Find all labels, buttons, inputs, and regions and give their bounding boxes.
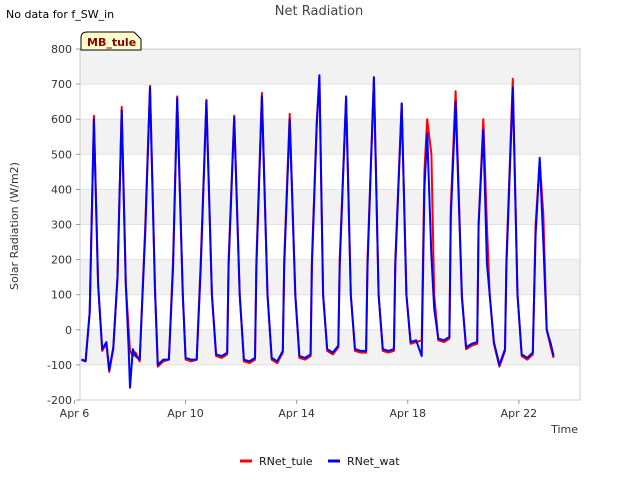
site-label: MB_tule xyxy=(87,36,136,49)
x-tick-label: Apr 22 xyxy=(501,407,538,420)
series-layer xyxy=(81,74,555,389)
x-tick-label: Apr 14 xyxy=(278,407,315,420)
plot-band xyxy=(80,259,580,295)
y-axis-ticks: -200 -100 0 100 200 300 400 500 600 700 800 xyxy=(47,43,80,407)
y-tick-label: 800 xyxy=(51,43,72,56)
legend-label: RNet_wat xyxy=(347,455,400,468)
y-tick-label: 200 xyxy=(51,254,72,267)
x-tick-label: Apr 10 xyxy=(167,407,204,420)
x-axis-ticks: Apr 6 Apr 10 Apr 14 Apr 18 Apr 22 xyxy=(60,400,537,420)
plot-band xyxy=(80,189,580,225)
site-label-box: MB_tule xyxy=(80,31,142,51)
y-tick-label: 700 xyxy=(51,78,72,91)
x-axis-label: Time xyxy=(550,423,578,436)
x-tick-label: Apr 18 xyxy=(390,407,427,420)
y-axis-label: Solar Radiation (W/m2) xyxy=(8,162,21,290)
legend: RNet_tule RNet_wat xyxy=(240,455,400,468)
y-tick-label: 500 xyxy=(51,148,72,161)
y-tick-label: 300 xyxy=(51,219,72,232)
y-tick-label: 600 xyxy=(51,113,72,126)
y-tick-label: -100 xyxy=(47,359,72,372)
no-data-note: No data for f_SW_in xyxy=(6,8,114,21)
x-tick-label: Apr 6 xyxy=(60,407,90,420)
y-tick-label: -200 xyxy=(47,394,72,407)
y-tick-label: 400 xyxy=(51,183,72,196)
legend-label: RNet_tule xyxy=(259,455,313,468)
series-line-rnet-wat xyxy=(81,74,555,389)
y-tick-label: 100 xyxy=(51,289,72,302)
plot-band xyxy=(80,119,580,155)
y-tick-label: 0 xyxy=(65,324,72,337)
chart-title: Net Radiation xyxy=(275,4,363,19)
site-label-shape xyxy=(80,31,142,51)
plot-band xyxy=(80,49,580,85)
